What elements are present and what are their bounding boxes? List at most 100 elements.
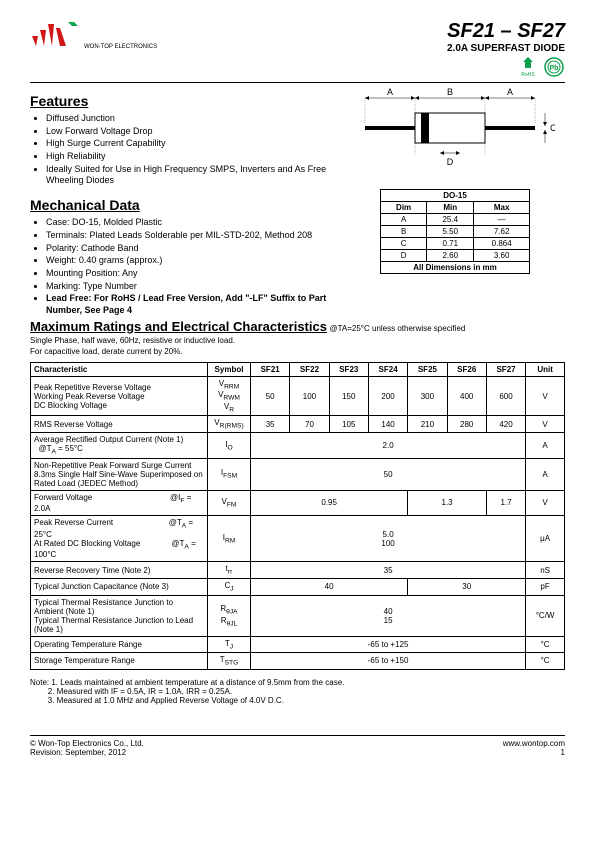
table-header: SF26 [447, 362, 486, 376]
table-cell: °C [526, 636, 565, 653]
notes-section: Note: 1. Leads maintained at ambient tem… [30, 678, 565, 705]
note-item: 1. Leads maintained at ambient temperatu… [51, 678, 344, 687]
table-cell: V [526, 490, 565, 516]
table-cell: VR(RMS) [208, 416, 251, 433]
list-item: Low Forward Voltage Drop [46, 126, 335, 138]
svg-text:C: C [550, 123, 555, 133]
table-cell: 30 [408, 578, 526, 595]
list-item: Weight: 0.40 grams (approx.) [46, 255, 335, 267]
table-header: Unit [526, 362, 565, 376]
table-cell: Peak Reverse Current @TA = 25°CAt Rated … [31, 516, 208, 562]
list-item: Lead Free: For RoHS / Lead Free Version,… [46, 293, 335, 316]
table-header: SF23 [329, 362, 368, 376]
table-cell: V [526, 376, 565, 416]
footer-page: 1 [503, 748, 565, 757]
table-header: Symbol [208, 362, 251, 376]
table-cell: 70 [290, 416, 329, 433]
table-cell: RθJARθJL [208, 595, 251, 636]
note-item: 2. Measured with IF = 0.5A, IR = 1.0A, I… [48, 687, 232, 696]
table-cell: V [526, 416, 565, 433]
table-cell: 25.4 [427, 214, 474, 226]
table-cell: 2.60 [427, 250, 474, 262]
table-cell: 5.50 [427, 226, 474, 238]
table-cell: VRRMVRWMVR [208, 376, 251, 416]
mechanical-list: Case: DO-15, Molded Plastic Terminals: P… [30, 217, 335, 317]
table-cell: A [381, 214, 427, 226]
mechanical-heading: Mechanical Data [30, 197, 335, 213]
list-item: Terminals: Plated Leads Solderable per M… [46, 230, 335, 242]
part-subtitle: 2.0A SUPERFAST DIODE [447, 43, 565, 54]
rohs-icon: RoHS [517, 56, 539, 78]
table-cell: 0.95 [251, 490, 408, 516]
table-cell: 420 [486, 416, 525, 433]
list-item: Ideally Suited for Use in High Frequency… [46, 164, 335, 187]
logo-area: WON-TOP ELECTRONICS [30, 20, 157, 50]
table-cell: 150 [329, 376, 368, 416]
table-header: Max [474, 202, 530, 214]
table-cell: 4015 [251, 595, 526, 636]
table-header: SF24 [368, 362, 407, 376]
company-logo-icon [30, 20, 80, 50]
table-header: SF27 [486, 362, 525, 376]
table-cell: VFM [208, 490, 251, 516]
table-cell: IFSM [208, 458, 251, 490]
table-cell: 3.60 [474, 250, 530, 262]
features-heading: Features [30, 93, 335, 109]
list-item: Diffused Junction [46, 113, 335, 125]
table-cell: 210 [408, 416, 447, 433]
page-header: WON-TOP ELECTRONICS SF21 – SF27 2.0A SUP… [30, 20, 565, 83]
table-cell: 0.864 [474, 238, 530, 250]
table-cell: 1.3 [408, 490, 487, 516]
note-item: 3. Measured at 1.0 MHz and Applied Rever… [48, 696, 284, 705]
table-header: SF21 [251, 362, 290, 376]
table-header: Min [427, 202, 474, 214]
table-cell: — [474, 214, 530, 226]
ratings-note2: For capacitive load, derate current by 2… [30, 347, 565, 356]
table-cell: 35 [251, 416, 290, 433]
list-item: High Reliability [46, 151, 335, 163]
svg-text:D: D [447, 157, 454, 167]
table-cell: 40 [251, 578, 408, 595]
table-cell: 50 [251, 458, 526, 490]
footer-url: www.wontop.com [503, 739, 565, 748]
list-item: Case: DO-15, Molded Plastic [46, 217, 335, 229]
table-cell: TSTG [208, 653, 251, 670]
table-cell: 7.62 [474, 226, 530, 238]
table-header: Characteristic [31, 362, 208, 376]
table-cell: IRM [208, 516, 251, 562]
table-cell: 0.71 [427, 238, 474, 250]
table-cell: A [526, 433, 565, 459]
features-list: Diffused Junction Low Forward Voltage Dr… [30, 113, 335, 187]
part-number-title: SF21 – SF27 [447, 20, 565, 43]
title-area: SF21 – SF27 2.0A SUPERFAST DIODE RoHS Pb [447, 20, 565, 78]
table-cell: 105 [329, 416, 368, 433]
footer-company: © Won-Top Electronics Co., Ltd. [30, 739, 144, 748]
table-cell: 280 [447, 416, 486, 433]
table-cell: Storage Temperature Range [31, 653, 208, 670]
table-cell: 100 [290, 376, 329, 416]
dim-table-footer: All Dimensions in mm [381, 262, 530, 274]
table-cell: pF [526, 578, 565, 595]
svg-text:A: A [387, 87, 393, 97]
table-cell: -65 to +150 [251, 653, 526, 670]
table-cell: °C [526, 653, 565, 670]
table-cell: Average Rectified Output Current (Note 1… [31, 433, 208, 459]
table-cell: 140 [368, 416, 407, 433]
dimension-table: DO-15 Dim Min Max A25.4— B5.507.62 C0.71… [380, 189, 530, 274]
table-cell: 300 [408, 376, 447, 416]
list-item: Marking: Type Number [46, 281, 335, 293]
table-cell: Non-Repetitive Peak Forward Surge Curren… [31, 458, 208, 490]
table-cell: 5.0100 [251, 516, 526, 562]
table-cell: trr [208, 562, 251, 579]
table-cell: -65 to +125 [251, 636, 526, 653]
ratings-heading: Maximum Ratings and Electrical Character… [30, 319, 327, 334]
table-header: SF22 [290, 362, 329, 376]
table-cell: 1.7 [486, 490, 525, 516]
table-cell: 200 [368, 376, 407, 416]
svg-text:Pb: Pb [550, 65, 559, 72]
table-cell: Peak Repetitive Reverse VoltageWorking P… [31, 376, 208, 416]
table-cell: TJ [208, 636, 251, 653]
ratings-condition: @TA=25°C unless otherwise specified [329, 324, 465, 333]
table-cell: 35 [251, 562, 526, 579]
table-header: Dim [381, 202, 427, 214]
